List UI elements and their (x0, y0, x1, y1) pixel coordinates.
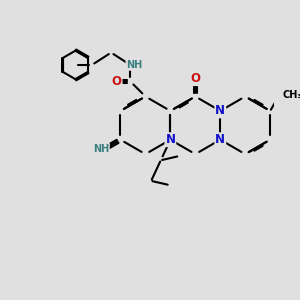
Text: CH₃: CH₃ (282, 91, 300, 100)
Text: N: N (165, 133, 176, 146)
Text: O: O (112, 75, 122, 88)
Text: NH: NH (93, 144, 109, 154)
Text: NH: NH (126, 60, 142, 70)
Text: N: N (215, 104, 225, 117)
Text: N: N (215, 133, 225, 146)
Text: O: O (190, 72, 200, 85)
